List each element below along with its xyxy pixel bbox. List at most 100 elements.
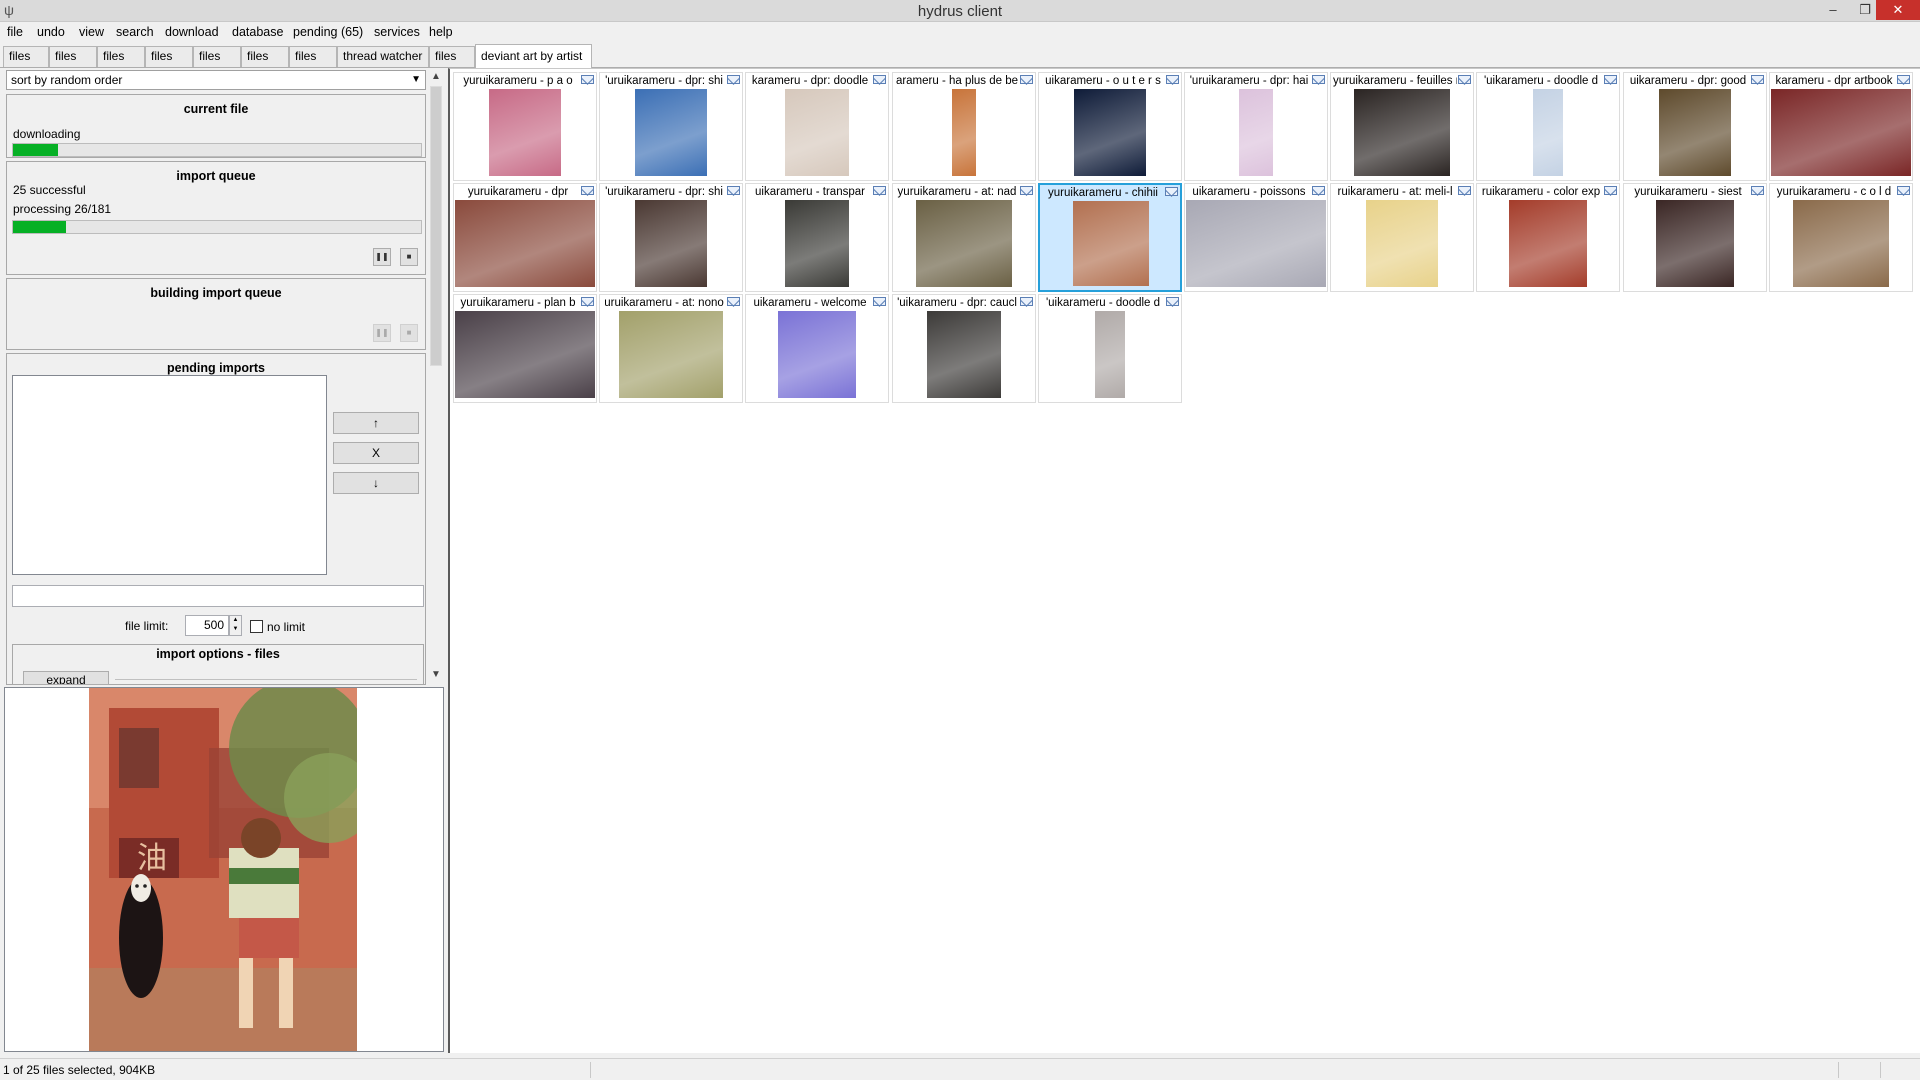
inbox-envelope-icon: [1312, 186, 1325, 195]
thumbnail[interactable]: yuruikarameru - chihii: [1038, 183, 1182, 292]
scroll-up-arrow-icon[interactable]: ▲: [431, 71, 441, 82]
import-queue-box: import queue 25 successful processing 26…: [6, 161, 426, 275]
thumbnail-caption: 'uikarameru - dpr: caucl: [897, 297, 1017, 309]
thumbnail[interactable]: yuruikarameru - plan b: [453, 294, 597, 403]
menu-help[interactable]: help: [429, 25, 453, 39]
expand-button[interactable]: expand: [23, 671, 109, 685]
no-limit-checkbox[interactable]: [250, 620, 263, 633]
thumbnail[interactable]: yuruikarameru - feuilles m: [1330, 72, 1474, 181]
thumbnail[interactable]: 'uikarameru - doodle d: [1476, 72, 1620, 181]
media-preview[interactable]: 油: [4, 687, 444, 1052]
tab-thread-watcher[interactable]: thread watcher: [337, 46, 429, 67]
move-up-button[interactable]: ↑: [333, 412, 419, 434]
thumbnail-image: [635, 200, 707, 287]
spinner-arrows-icon[interactable]: ▲ ▼: [229, 615, 242, 636]
thumbnail-caption: yuruikarameru - c o l d: [1776, 186, 1892, 198]
thumbnail[interactable]: yuruikarameru - c o l d: [1769, 183, 1913, 292]
pending-imports-heading: pending imports: [167, 361, 265, 375]
tab-files-1[interactable]: files: [3, 46, 49, 67]
thumbnail[interactable]: uikarameru - transpar: [745, 183, 889, 292]
menu-view[interactable]: view: [79, 25, 105, 39]
current-file-progress-fill: [13, 144, 58, 156]
thumbnail[interactable]: 'uikarameru - doodle d: [1038, 294, 1182, 403]
inbox-envelope-icon: [1897, 75, 1910, 84]
thumbnail[interactable]: 'uruikarameru - dpr: shi: [599, 72, 743, 181]
thumbnail-caption: ruikarameru - at: meli-l: [1337, 186, 1453, 198]
inbox-envelope-icon: [581, 297, 594, 306]
thumbnail-image: [1074, 89, 1146, 176]
thumbnail[interactable]: 'uikarameru - dpr: caucl: [892, 294, 1036, 403]
thumbnail-caption: uikarameru - o u t e r s: [1045, 75, 1161, 87]
status-divider: [1880, 1062, 1881, 1078]
stop-icon[interactable]: ■: [400, 324, 418, 342]
move-down-button[interactable]: ↓: [333, 472, 419, 494]
file-limit-spinner[interactable]: 500: [185, 615, 229, 636]
menu-pending[interactable]: pending (65): [293, 25, 364, 39]
menu-search[interactable]: search: [116, 25, 154, 39]
thumbnail-caption: yuruikarameru - plan b: [460, 297, 576, 309]
thumbnail[interactable]: ruikarameru - at: meli-l: [1330, 183, 1474, 292]
menu-download[interactable]: download: [165, 25, 219, 39]
inbox-envelope-icon: [1165, 187, 1178, 196]
scroll-down-arrow-icon[interactable]: ▼: [431, 669, 441, 680]
pause-icon[interactable]: ❚❚: [373, 248, 391, 266]
thumbnail-caption: 'uikarameru - doodle d: [1483, 75, 1599, 87]
thumbnail[interactable]: arameru - ha plus de be: [892, 72, 1036, 181]
thumbnail[interactable]: 'uruikarameru - dpr: shi: [599, 183, 743, 292]
tab-files-5[interactable]: files: [193, 46, 241, 67]
thumbnail[interactable]: yuruikarameru - dpr: [453, 183, 597, 292]
tab-files-8[interactable]: files: [429, 46, 475, 67]
thumbnail-caption: 'uikarameru - doodle d: [1045, 297, 1161, 309]
menu-undo[interactable]: undo: [37, 25, 65, 39]
thumbnail[interactable]: uikarameru - welcome: [745, 294, 889, 403]
import-queue-processing: processing 26/181: [13, 202, 112, 216]
status-divider: [590, 1062, 591, 1078]
import-queue-progress: [12, 220, 422, 234]
thumbnail[interactable]: 'uruikarameru - dpr: hai: [1184, 72, 1328, 181]
tab-files-6[interactable]: files: [241, 46, 289, 67]
thumbnail-caption: 'uruikarameru - dpr: shi: [605, 75, 723, 87]
stop-icon[interactable]: ■: [400, 248, 418, 266]
pending-imports-list[interactable]: [12, 375, 327, 575]
tab-deviant-art-by-artist[interactable]: deviant art by artist: [475, 44, 592, 68]
thumbnail-caption: uikarameru - dpr: good: [1629, 75, 1747, 87]
thumbnail[interactable]: yuruikarameru - p a o: [453, 72, 597, 181]
thumbnail[interactable]: uikarameru - poissons: [1184, 183, 1328, 292]
thumbnail-image: [1656, 200, 1734, 287]
thumbnail-image: [489, 89, 561, 176]
tab-files-4[interactable]: files: [145, 46, 193, 67]
minimize-button[interactable]: –: [1829, 2, 1837, 17]
thumbnail-image: [952, 89, 976, 176]
thumbnail[interactable]: uruikarameru - at: nono: [599, 294, 743, 403]
inbox-envelope-icon: [1604, 186, 1617, 195]
menu-file[interactable]: file: [7, 25, 23, 39]
thumbnail[interactable]: yuruikarameru - siest: [1623, 183, 1767, 292]
thumbnail-grid[interactable]: yuruikarameru - p a o 'uruikarameru - dpr…: [448, 68, 1920, 1053]
tab-files-7[interactable]: files: [289, 46, 337, 67]
thumbnail[interactable]: karameru - dpr artbook: [1769, 72, 1913, 181]
inbox-envelope-icon: [1020, 297, 1033, 306]
thumbnail[interactable]: uikarameru - dpr: good: [1623, 72, 1767, 181]
thumbnail-image: [1073, 201, 1149, 286]
pending-import-input[interactable]: [12, 585, 424, 607]
pause-icon[interactable]: ❚❚: [373, 324, 391, 342]
panel-scrollbar[interactable]: ▲ ▼: [428, 68, 444, 683]
thumbnail[interactable]: uikarameru - o u t e r s: [1038, 72, 1182, 181]
tab-files-2[interactable]: files: [49, 46, 97, 67]
menu-services[interactable]: services: [374, 25, 420, 39]
current-file-box: current file downloading: [6, 94, 426, 158]
status-divider: [1838, 1062, 1839, 1078]
maximize-button[interactable]: ❐: [1859, 2, 1871, 17]
thumbnail[interactable]: karameru - dpr: doodle: [745, 72, 889, 181]
inbox-envelope-icon: [727, 75, 740, 84]
remove-button[interactable]: X: [333, 442, 419, 464]
thumbnail[interactable]: ruikarameru - color exp: [1476, 183, 1620, 292]
close-button[interactable]: ✕: [1876, 0, 1920, 20]
thumbnail[interactable]: yuruikarameru - at: nad: [892, 183, 1036, 292]
scrollbar-thumb[interactable]: [430, 86, 442, 366]
tab-files-3[interactable]: files: [97, 46, 145, 67]
sort-dropdown[interactable]: sort by random order ▼: [6, 70, 426, 90]
inbox-envelope-icon: [1751, 75, 1764, 84]
menu-database[interactable]: database: [232, 25, 284, 39]
current-file-progress: [12, 143, 422, 157]
